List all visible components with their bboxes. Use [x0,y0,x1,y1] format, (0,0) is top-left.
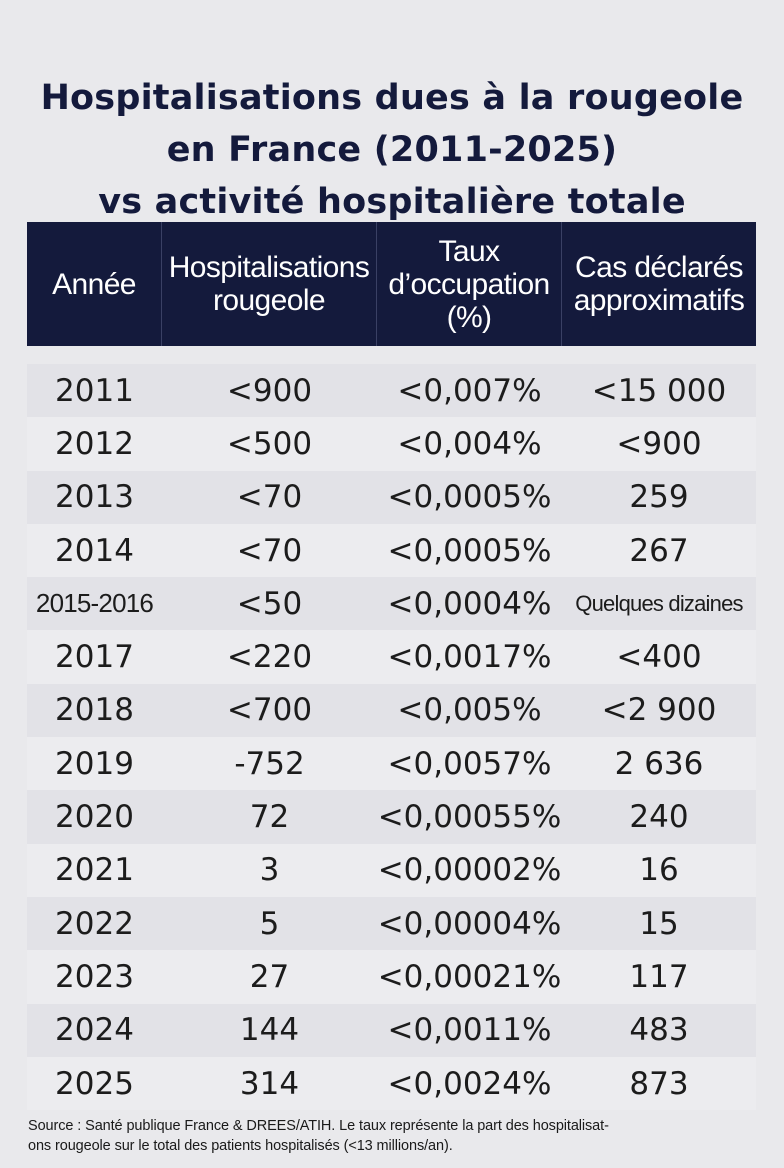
table-row: 2022 5 <0,00004% 15 [27,896,756,951]
cell-hospitalisations: 5 [259,905,280,942]
cell-hospitalisations: 27 [249,958,290,995]
cell-occupancy-rate: <0,005% [397,692,542,729]
title-line-3: vs activité hospitalière totale [98,182,686,222]
cell-hospitalisations: <220 [226,639,313,676]
cell-occupancy-rate: <0,007% [397,372,542,409]
table-row: 2025 314 <0,0024% 873 [27,1056,756,1111]
table-row: 2021 3 <0,00002% 16 [27,843,756,897]
header-declared-cases: Cas déclarés approximatifs [573,251,745,317]
header-hospitalisations: Hospitalisations rougeole [162,222,377,346]
cell-year: 2015-2016 [35,588,154,619]
cell-occupancy-rate: <0,0011% [387,1012,552,1049]
table-row: 2014 <70 <0,0005% 267 [27,523,756,578]
cell-declared-cases: <400 [616,639,702,676]
table-row: 2013 <70 <0,0005% 259 [27,470,756,524]
cell-declared-cases: Quelques dizaines [575,590,743,616]
cell-occupancy-rate: <0,00055% [377,799,562,836]
table-row: 2023 27 <0,00021% 117 [27,950,756,1004]
cell-occupancy-rate: <0,004% [397,425,542,462]
cell-occupancy-rate: <0,00002% [377,852,562,889]
cell-declared-cases: 259 [629,479,689,516]
cell-hospitalisations: <70 [236,532,303,569]
table-row: 2018 <700 <0,005% <2 900 [27,683,756,738]
cell-declared-cases: 240 [629,799,689,836]
cell-year: 2025 [55,1065,134,1102]
cell-declared-cases: 873 [629,1065,689,1102]
cell-occupancy-rate: <0,00004% [377,905,562,942]
cell-year: 2024 [55,1012,134,1049]
table-row: 2015-2016 <50 <0,0004% Quelques dizaines [27,577,756,631]
title-line-2: en France (2011-2025) [166,130,618,170]
cell-hospitalisations: <70 [236,479,303,516]
table-row: 2019 -752 <0,0057% 2 636 [27,737,756,791]
table-row: 2024 144 <0,0011% 483 [27,1003,756,1057]
cell-occupancy-rate: <0,00021% [377,958,562,995]
cell-hospitalisations: 3 [259,852,280,889]
table-row: 2012 <500 <0,004% <900 [27,417,756,471]
source-line-1: Source : Santé publique France & DREES/A… [28,1118,609,1134]
cell-declared-cases: 267 [629,532,689,569]
source-note: Source : Santé publique France & DREES/A… [28,1116,768,1156]
cell-year: 2013 [55,479,134,516]
cell-hospitalisations: 72 [249,799,290,836]
cell-hospitalisations: 314 [239,1065,300,1102]
table-row: 2011 <900 <0,007% <15 000 [27,364,756,418]
page-title: Hospitalisations dues à la rougeole en F… [0,72,784,228]
table-body: 2011 <900 <0,007% <15 000 2012 <500 <0,004% <90… [27,346,756,1111]
cell-year: 2020 [55,799,134,836]
cell-declared-cases: 483 [629,1012,689,1049]
cell-declared-cases: 117 [629,958,689,995]
cell-occupancy-rate: <0,0004% [387,585,552,622]
cell-year: 2014 [55,532,134,569]
cell-year: 2012 [55,425,134,462]
cell-occupancy-rate: <0,0017% [387,639,552,676]
cell-hospitalisations: <900 [226,372,313,409]
cell-year: 2011 [55,372,134,409]
cell-hospitalisations: <500 [226,425,313,462]
source-line-2: ons rougeole sur le total des patients h… [28,1138,453,1154]
table-header: Année Hospitalisations rougeole Taux d’o… [27,222,756,346]
table-row: 2020 72 <0,00055% 240 [27,790,756,844]
cell-declared-cases: 2 636 [614,745,704,782]
table-row: 2017 <220 <0,0017% <400 [27,630,756,684]
cell-occupancy-rate: <0,0005% [387,532,552,569]
title-line-1: Hospitalisations dues à la rougeole [40,78,744,118]
cell-hospitalisations: 144 [239,1012,300,1049]
cell-occupancy-rate: <0,0005% [387,479,552,516]
hospitalisations-table: Année Hospitalisations rougeole Taux d’o… [27,222,756,1111]
cell-hospitalisations: <700 [226,692,313,729]
cell-declared-cases: <15 000 [591,372,727,409]
cell-hospitalisations: -752 [234,745,305,782]
cell-occupancy-rate: <0,0057% [387,745,552,782]
cell-year: 2022 [55,905,134,942]
cell-declared-cases: 16 [639,852,679,889]
cell-year: 2019 [55,745,134,782]
cell-year: 2017 [55,639,134,676]
cell-declared-cases: <2 900 [601,692,717,729]
cell-occupancy-rate: <0,0024% [387,1065,552,1102]
cell-year: 2023 [55,958,134,995]
header-occupancy-rate: Taux d’occupation (%) [377,222,562,346]
header-year: Année [27,222,162,346]
cell-year: 2021 [55,852,134,889]
cell-declared-cases: <900 [616,425,702,462]
cell-declared-cases: 15 [639,905,679,942]
cell-hospitalisations: <50 [236,585,303,622]
cell-year: 2018 [55,692,134,729]
